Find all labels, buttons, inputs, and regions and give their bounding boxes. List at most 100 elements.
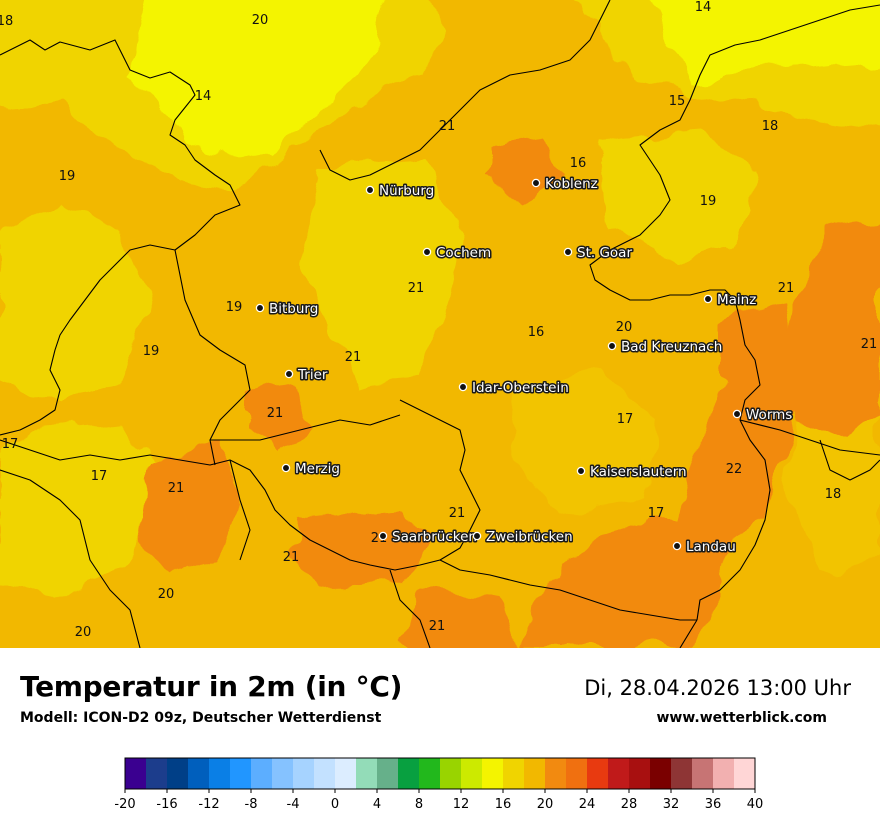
city-marker[interactable]: Trier (284, 366, 329, 385)
temperature-value: 21 (778, 281, 795, 296)
city-marker[interactable]: Kaiserslautern (576, 463, 688, 482)
legend-swatch (356, 758, 378, 789)
legend-tick-label: 24 (579, 797, 596, 812)
city-marker[interactable]: Cochem (422, 244, 493, 263)
temperature-value: 20 (75, 625, 92, 640)
temperature-value: 21 (283, 550, 300, 565)
city-dot (365, 185, 375, 195)
city-marker[interactable]: Bad Kreuznach (607, 338, 724, 357)
city-markers: Nürburg Koblenz Cochem St. Goar Bitburg Mainz… (255, 175, 794, 557)
city-marker[interactable]: Saarbrücken (378, 528, 478, 547)
legend-swatch (671, 758, 693, 789)
city-label: Zweibrücken (486, 529, 573, 545)
city-dot (284, 369, 294, 379)
temperature-value: 22 (726, 462, 743, 477)
temperature-value: 15 (669, 94, 686, 109)
legend-swatch (146, 758, 168, 789)
legend-tick-label: 28 (621, 797, 638, 812)
temperature-value: 20 (252, 13, 269, 28)
legend-swatch (713, 758, 735, 789)
temperature-value: 17 (617, 412, 634, 427)
city-dot (703, 294, 713, 304)
website-link[interactable]: www.wetterblick.com (656, 710, 828, 726)
temperature-value: 20 (616, 320, 633, 335)
city-dot (531, 178, 541, 188)
temperature-map[interactable]: 18 20 14 14 15 21 18 16 19 19 21 21 19 20 16 21 19 21 21 17… (0, 0, 880, 648)
temperature-value: 21 (345, 350, 362, 365)
city-dot (672, 541, 682, 551)
map-title: Temperatur in 2m (in °C) (20, 670, 403, 703)
city-marker[interactable]: Zweibrücken (472, 528, 574, 547)
temperature-value: 19 (226, 300, 243, 315)
city-marker[interactable]: Nürburg (365, 182, 436, 201)
temperature-value: 14 (695, 0, 712, 15)
legend-tick-label: -16 (156, 797, 177, 812)
temperature-value: 17 (648, 506, 665, 521)
city-marker[interactable]: Idar-Oberstein (458, 379, 570, 398)
legend-swatch (230, 758, 252, 789)
city-dot (422, 247, 432, 257)
legend-swatch (167, 758, 189, 789)
temperature-value: 21 (408, 281, 425, 296)
temperature-value: 17 (91, 469, 108, 484)
temperature-value: 16 (528, 325, 545, 340)
temperature-value: 21 (861, 337, 878, 352)
city-marker[interactable]: Worms (732, 406, 794, 425)
legend-swatch (629, 758, 651, 789)
city-dot (472, 531, 482, 541)
temperature-values: 18 20 14 14 15 21 18 16 19 19 21 21 19 20 16 21 19 21 21 17… (0, 0, 877, 640)
legend-swatch (482, 758, 504, 789)
city-label: Bitburg (269, 301, 318, 317)
legend-swatch (272, 758, 294, 789)
city-marker[interactable]: St. Goar (563, 244, 634, 263)
city-marker[interactable]: Landau (672, 538, 737, 557)
temperature-value: 21 (168, 481, 185, 496)
city-label: Kaiserslautern (590, 464, 687, 480)
legend-tick-label: -4 (287, 797, 300, 812)
city-marker[interactable]: Koblenz (531, 175, 599, 194)
legend-swatch (692, 758, 714, 789)
city-label: Merzig (295, 461, 340, 477)
border-lines (0, 0, 880, 648)
temperature-value: 17 (2, 437, 19, 452)
temperature-value: 21 (449, 506, 466, 521)
city-label: Worms (746, 407, 792, 423)
city-marker[interactable]: Mainz (703, 291, 758, 310)
temperature-value: 14 (195, 89, 212, 104)
legend-swatch (398, 758, 420, 789)
legend-tick-label: 20 (537, 797, 554, 812)
legend-tick-label: 12 (453, 797, 470, 812)
legend-tick-label: 36 (705, 797, 722, 812)
legend-swatch (293, 758, 315, 789)
city-label: Idar-Oberstein (472, 380, 569, 396)
city-label: Saarbrücken (392, 529, 477, 545)
legend-swatch (524, 758, 546, 789)
legend-swatch (587, 758, 609, 789)
legend-tick-label: 4 (373, 797, 381, 812)
city-label: Trier (297, 367, 328, 383)
legend-swatch (419, 758, 441, 789)
city-dot (378, 531, 388, 541)
city-dot (458, 382, 468, 392)
legend-swatch (503, 758, 525, 789)
city-marker[interactable]: Merzig (281, 460, 341, 479)
legend-tick-label: 0 (331, 797, 339, 812)
forecast-datetime: Di, 28.04.2026 13:00 Uhr (584, 676, 851, 700)
temperature-value: 19 (700, 194, 717, 209)
city-label: Bad Kreuznach (621, 339, 722, 355)
temperature-value: 18 (825, 487, 842, 502)
city-label: Mainz (717, 292, 756, 308)
legend-tick-label: 32 (663, 797, 680, 812)
city-dot (255, 303, 265, 313)
city-label: Landau (686, 539, 736, 555)
temperature-value: 21 (439, 119, 456, 134)
legend-tick-label: -12 (198, 797, 219, 812)
temperature-field (0, 0, 880, 648)
legend-swatch (251, 758, 273, 789)
city-dot (281, 463, 291, 473)
legend-swatch (377, 758, 399, 789)
legend-swatch (461, 758, 483, 789)
legend-swatch (650, 758, 672, 789)
city-marker[interactable]: Bitburg (255, 300, 320, 319)
temperature-value: 18 (0, 14, 13, 29)
